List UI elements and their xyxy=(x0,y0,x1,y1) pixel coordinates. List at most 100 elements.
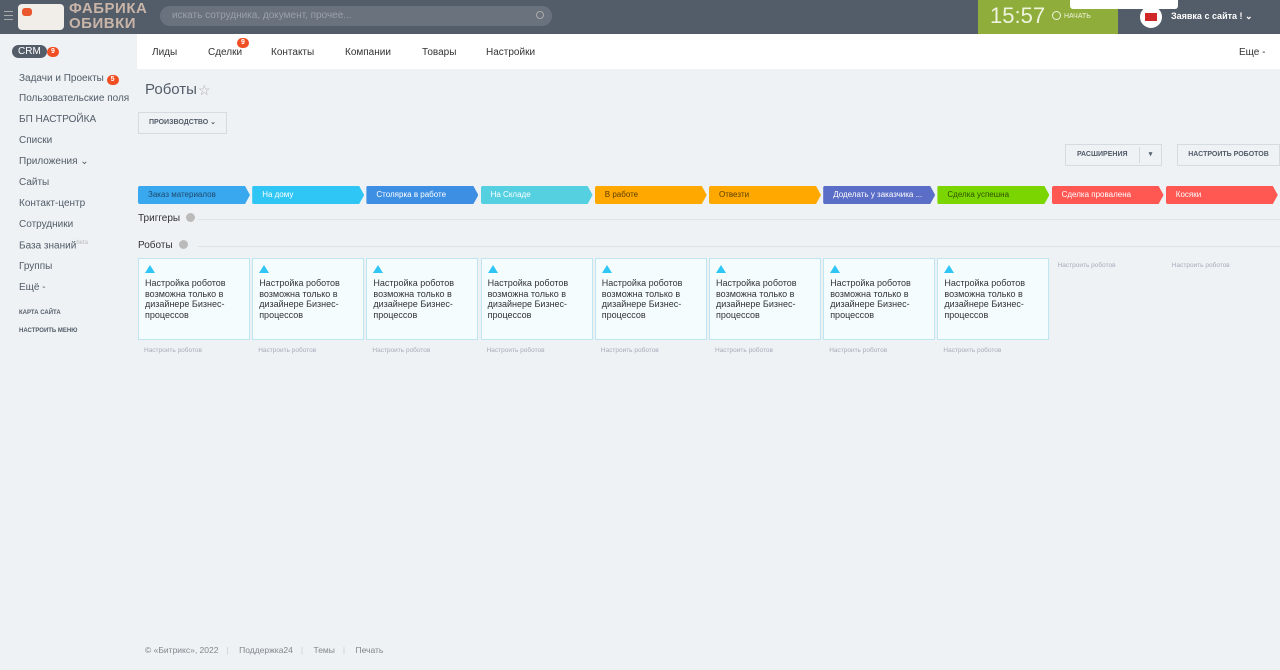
configure-robots-link[interactable]: Настроить роботов xyxy=(258,347,317,354)
card-text: Настройка роботов возможна только в диза… xyxy=(601,278,683,320)
themes-link[interactable]: Темы xyxy=(313,645,335,655)
stage-1[interactable]: Заказ материалов xyxy=(138,186,250,204)
warning-icon xyxy=(944,265,955,273)
card-text: Настройка роботов возможна только в диза… xyxy=(145,278,226,320)
sidebar-item[interactable]: Группы xyxy=(19,261,52,272)
stage-6[interactable]: Отвезти xyxy=(709,186,821,204)
copyright: © «Битрикс», 2022 xyxy=(145,645,219,655)
sidebar-item[interactable]: Пользовательские поля xyxy=(19,93,129,104)
crm-badge: 9 xyxy=(47,47,59,57)
tab-leads[interactable]: Лиды xyxy=(152,47,178,58)
sidebar-item[interactable]: БП НАСТРОЙКА xyxy=(19,114,96,125)
warning-icon xyxy=(373,265,384,273)
warning-icon xyxy=(145,265,155,273)
robot-card: Настройка роботов возможна только в диза… xyxy=(252,258,365,340)
warning-icon xyxy=(716,265,726,273)
configure-robots-link[interactable]: Настроить роботов xyxy=(144,347,202,354)
stage-3[interactable]: Столярка в работе xyxy=(366,186,478,204)
sidebar-item[interactable]: Контакт-центр xyxy=(19,198,85,209)
menu-icon[interactable] xyxy=(4,11,13,20)
deals-badge: 9 xyxy=(237,38,249,48)
robot-card: Настройка роботов возможна только в диза… xyxy=(709,258,821,340)
stage-5[interactable]: В работе xyxy=(595,186,707,204)
stage-7[interactable]: Доделать у заказчика ... xyxy=(823,186,935,204)
tab-companies[interactable]: Компании xyxy=(345,47,391,58)
tab-products[interactable]: Товары xyxy=(422,47,457,58)
logo-text[interactable]: ФАБРИКА ОБИВКИ xyxy=(69,0,148,32)
configure-robots-link[interactable]: Настроить роботов xyxy=(372,347,431,354)
stage-10[interactable]: Коcяки xyxy=(1166,186,1278,204)
configure-robots-link[interactable]: Настроить роботов xyxy=(600,347,659,354)
card-text: Настройка роботов возможна только в диза… xyxy=(944,278,1025,320)
tab-more[interactable]: Еще - xyxy=(1239,47,1266,58)
sitemap-link[interactable]: КАРТА САЙТА xyxy=(19,310,61,316)
sidebar-item[interactable]: Приложения ⌄ xyxy=(19,156,89,167)
sidebar-item[interactable]: Задачи и Проекты 5 xyxy=(19,73,119,85)
sidebar-item[interactable]: Сотрудники xyxy=(19,219,73,230)
card-text: Настройка роботов возможна только в диза… xyxy=(487,278,569,320)
logo-pillow xyxy=(22,8,32,16)
start-button[interactable]: НАЧАТЬ xyxy=(1052,11,1091,20)
sidebar-item[interactable]: Ещё - xyxy=(19,282,46,293)
configure-robots-link[interactable]: Настроить роботов xyxy=(715,347,773,354)
sidebar-item-label: БП НАСТРОЙКА xyxy=(19,114,97,125)
tab-settings[interactable]: Настройки xyxy=(486,47,536,58)
stage-4[interactable]: На Складе xyxy=(481,186,593,204)
divider xyxy=(198,246,1280,247)
configure-robots-link[interactable]: Настроить роботов xyxy=(486,347,545,354)
robot-card: Настройка роботов возможна только в диза… xyxy=(937,258,1050,340)
robot-card: Настройка роботов возможна только в диза… xyxy=(366,258,479,340)
sidebar-item[interactable]: База знанийbeta xyxy=(19,240,88,251)
crm-nav: Лиды Сделки 9 Контакты Компании Товары Н… xyxy=(137,34,1280,69)
sidebar-item[interactable]: Сайты xyxy=(19,177,49,188)
tab-contacts[interactable]: Контакты xyxy=(271,47,315,58)
help-icon[interactable] xyxy=(186,213,196,222)
extensions-button[interactable]: РАСШИРЕНИЯ ▾ xyxy=(1065,144,1162,166)
user-menu[interactable]: Заявка с сайта ! ⌄ xyxy=(1171,11,1253,21)
stage-2[interactable]: На дому xyxy=(252,186,364,204)
configure-robots-link[interactable]: Настроить роботов xyxy=(829,347,888,354)
popup xyxy=(1070,0,1178,9)
triggers-heading: Триггеры xyxy=(138,213,196,224)
menu-setup-link[interactable]: НАСТРОИТЬ МЕНЮ xyxy=(19,328,78,334)
warning-icon xyxy=(601,265,612,273)
avatar[interactable] xyxy=(1140,6,1162,28)
footer: © «Битрикс», 2022 | Поддержка24 | Темы | Пе… xyxy=(145,645,384,655)
robots-heading: Роботы xyxy=(138,240,188,251)
sidebar-item-crm[interactable]: CRM xyxy=(12,45,47,58)
print-link[interactable]: Печать xyxy=(355,645,384,655)
search-icon[interactable] xyxy=(536,11,544,19)
sidebar-item-label: Сотрудники xyxy=(19,219,74,230)
configure-robots-link[interactable]: Настроить роботов xyxy=(943,347,1002,354)
sidebar-item-label: Приложения ⌄ xyxy=(19,156,89,167)
star-icon[interactable]: ☆ xyxy=(198,82,211,98)
pipeline-select[interactable]: ПРОИЗВОДСТВО ⌄ xyxy=(138,112,227,134)
configure-robots-link[interactable]: Настроить роботов xyxy=(1057,262,1116,269)
divider xyxy=(198,219,1280,220)
sidebar-item-label: Группы xyxy=(19,261,53,272)
sidebar-item-label: Контакт-центр xyxy=(19,198,86,209)
clock-time: 15:57 xyxy=(990,3,1046,28)
top-bar: ФАБРИКА ОБИВКИ искать сотрудника, докумен… xyxy=(0,0,1280,34)
sidebar-item-label: Пользовательские поля xyxy=(19,93,130,104)
sidebar-item-label: Задачи и Проекты xyxy=(19,73,104,84)
card-text: Настройка роботов возможна только в диза… xyxy=(830,278,911,320)
sidebar-item[interactable]: Списки xyxy=(19,135,52,146)
setup-robots-button[interactable]: НАСТРОИТЬ РОБОТОВ xyxy=(1177,144,1280,166)
card-text: Настройка роботов возможна только в диза… xyxy=(259,278,340,320)
robot-card: Настройка роботов возможна только в диза… xyxy=(138,258,250,340)
sidebar-item-label: Списки xyxy=(19,135,53,146)
warning-icon xyxy=(830,265,841,273)
support-link[interactable]: Поддержка24 xyxy=(239,645,293,655)
sidebar-item-label: Сайты xyxy=(19,177,50,188)
tab-deals[interactable]: Сделки xyxy=(208,47,243,58)
card-text: Настройка роботов возможна только в диза… xyxy=(373,278,454,320)
warning-icon xyxy=(487,265,498,273)
configure-robots-link[interactable]: Настроить роботов xyxy=(1171,262,1230,269)
stage-9[interactable]: Сделка провалена xyxy=(1052,186,1164,204)
card-text: Настройка роботов возможна только в диза… xyxy=(716,278,797,320)
help-icon[interactable] xyxy=(178,240,188,249)
stage-8[interactable]: Сделка успешна xyxy=(937,186,1049,204)
search-input[interactable]: искать сотрудника, документ, прочее... xyxy=(160,6,552,26)
robot-card: Настройка роботов возможна только в диза… xyxy=(480,258,593,340)
